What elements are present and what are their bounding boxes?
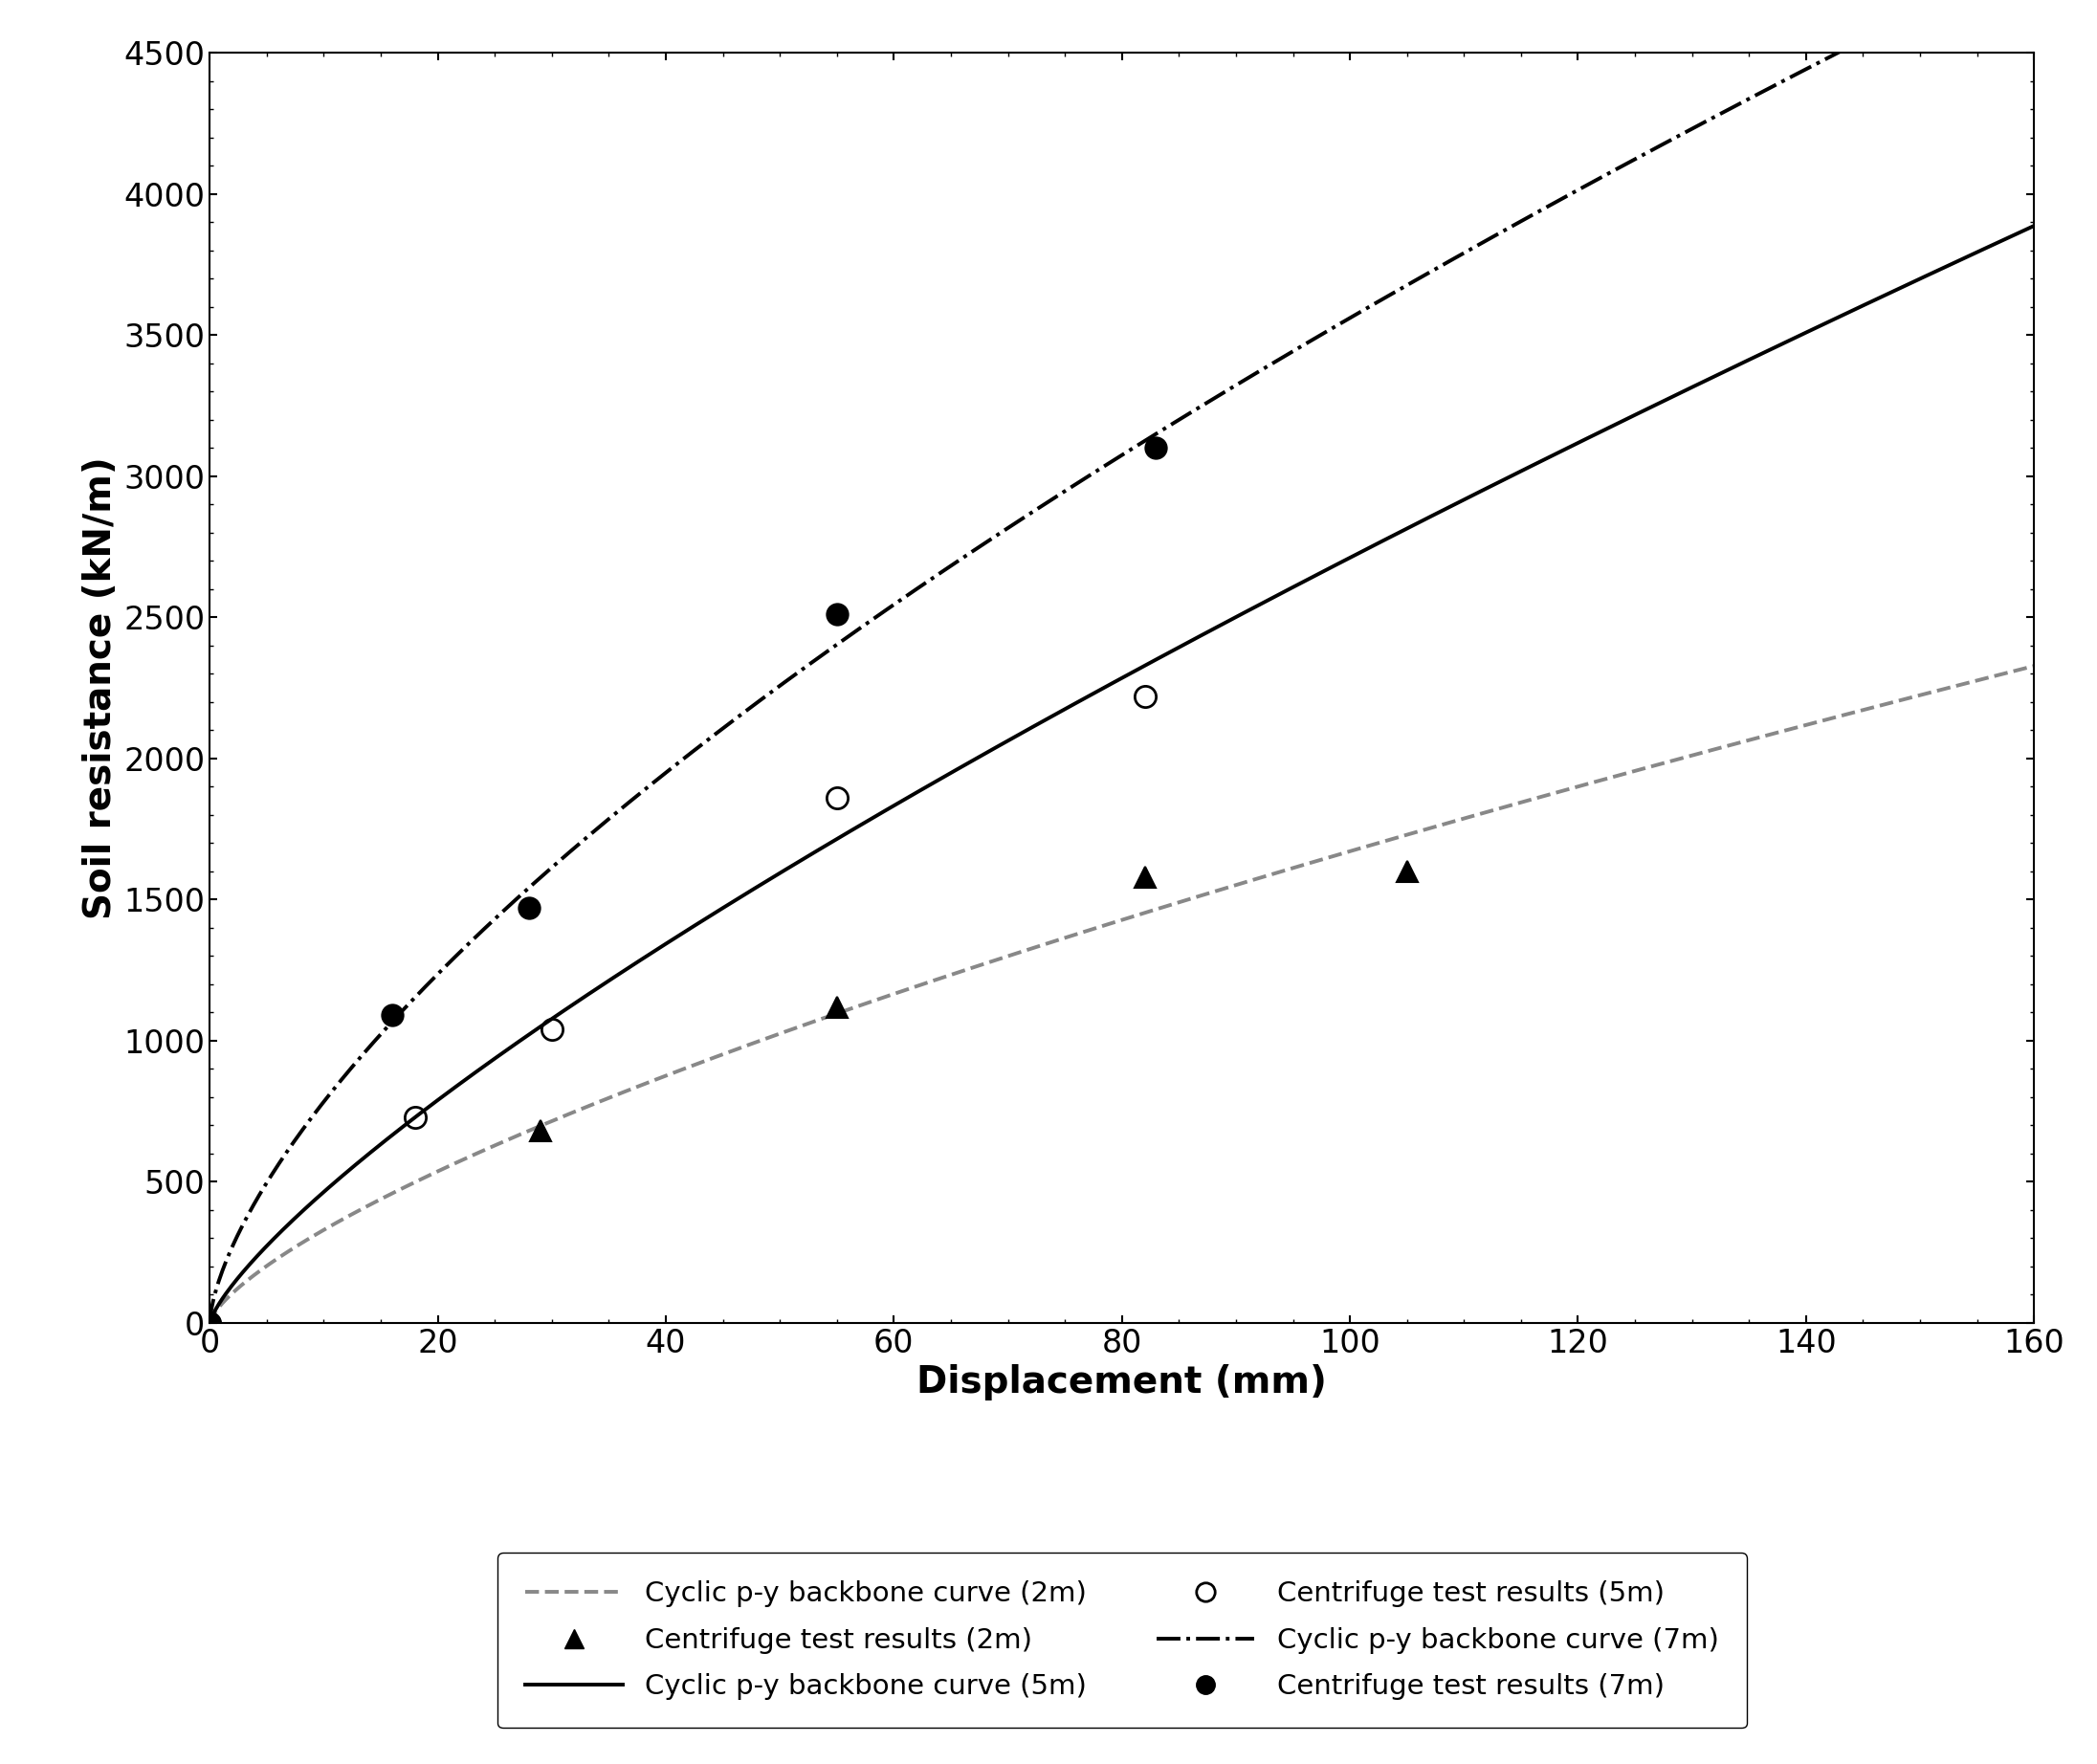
Cyclic p-y backbone curve (5m) xyxy=(1619,406,1644,427)
Cyclic p-y backbone curve (2m) xyxy=(1449,808,1474,829)
Cyclic p-y backbone curve (7m) xyxy=(197,1312,222,1334)
Centrifuge test results (7m) xyxy=(197,1312,222,1334)
Cyclic p-y backbone curve (5m) xyxy=(1652,390,1678,411)
Centrifuge test results (5m) xyxy=(824,787,849,808)
Cyclic p-y backbone curve (5m) xyxy=(1000,727,1025,748)
Line: Cyclic p-y backbone curve (5m): Cyclic p-y backbone curve (5m) xyxy=(210,226,2034,1323)
Cyclic p-y backbone curve (2m) xyxy=(1652,751,1678,773)
Cyclic p-y backbone curve (5m) xyxy=(935,764,960,785)
Line: Cyclic p-y backbone curve (7m): Cyclic p-y backbone curve (7m) xyxy=(210,0,2034,1323)
Centrifuge test results (2m) xyxy=(824,997,849,1018)
Line: Cyclic p-y backbone curve (2m): Cyclic p-y backbone curve (2m) xyxy=(210,667,2034,1323)
Cyclic p-y backbone curve (2m) xyxy=(1619,760,1644,781)
Centrifuge test results (5m) xyxy=(1132,686,1158,707)
Cyclic p-y backbone curve (5m) xyxy=(384,1122,409,1143)
Cyclic p-y backbone curve (7m) xyxy=(1000,513,1025,534)
Cyclic p-y backbone curve (5m) xyxy=(2022,215,2047,236)
Cyclic p-y backbone curve (2m) xyxy=(1000,944,1025,965)
Line: Centrifuge test results (5m): Centrifuge test results (5m) xyxy=(199,686,1155,1334)
Centrifuge test results (7m) xyxy=(1143,437,1168,459)
X-axis label: Displacement (mm): Displacement (mm) xyxy=(916,1365,1327,1401)
Centrifuge test results (5m) xyxy=(403,1106,428,1127)
Cyclic p-y backbone curve (7m) xyxy=(1619,150,1644,171)
Cyclic p-y backbone curve (7m) xyxy=(1652,132,1678,153)
Cyclic p-y backbone curve (5m) xyxy=(1449,490,1474,512)
Cyclic p-y backbone curve (5m) xyxy=(197,1312,222,1334)
Centrifuge test results (7m) xyxy=(380,1005,405,1027)
Line: Centrifuge test results (7m): Centrifuge test results (7m) xyxy=(199,437,1166,1334)
Y-axis label: Soil resistance (kN/m): Soil resistance (kN/m) xyxy=(82,457,117,919)
Centrifuge test results (2m) xyxy=(528,1120,554,1141)
Cyclic p-y backbone curve (2m) xyxy=(197,1312,222,1334)
Centrifuge test results (2m) xyxy=(1132,866,1158,887)
Centrifuge test results (2m) xyxy=(1395,861,1420,882)
Legend: Cyclic p-y backbone curve (2m), Centrifuge test results (2m), Cyclic p-y backbon: Cyclic p-y backbone curve (2m), Centrifu… xyxy=(497,1552,1747,1729)
Cyclic p-y backbone curve (2m) xyxy=(2022,656,2047,677)
Cyclic p-y backbone curve (7m) xyxy=(1449,243,1474,265)
Cyclic p-y backbone curve (7m) xyxy=(384,1007,409,1028)
Cyclic p-y backbone curve (2m) xyxy=(384,1180,409,1201)
Cyclic p-y backbone curve (7m) xyxy=(935,557,960,579)
Centrifuge test results (7m) xyxy=(516,898,541,919)
Centrifuge test results (7m) xyxy=(824,603,849,624)
Cyclic p-y backbone curve (2m) xyxy=(935,965,960,986)
Line: Centrifuge test results (2m): Centrifuge test results (2m) xyxy=(199,861,1418,1334)
Centrifuge test results (5m) xyxy=(539,1020,564,1041)
Centrifuge test results (2m) xyxy=(197,1312,222,1334)
Centrifuge test results (5m) xyxy=(197,1312,222,1334)
